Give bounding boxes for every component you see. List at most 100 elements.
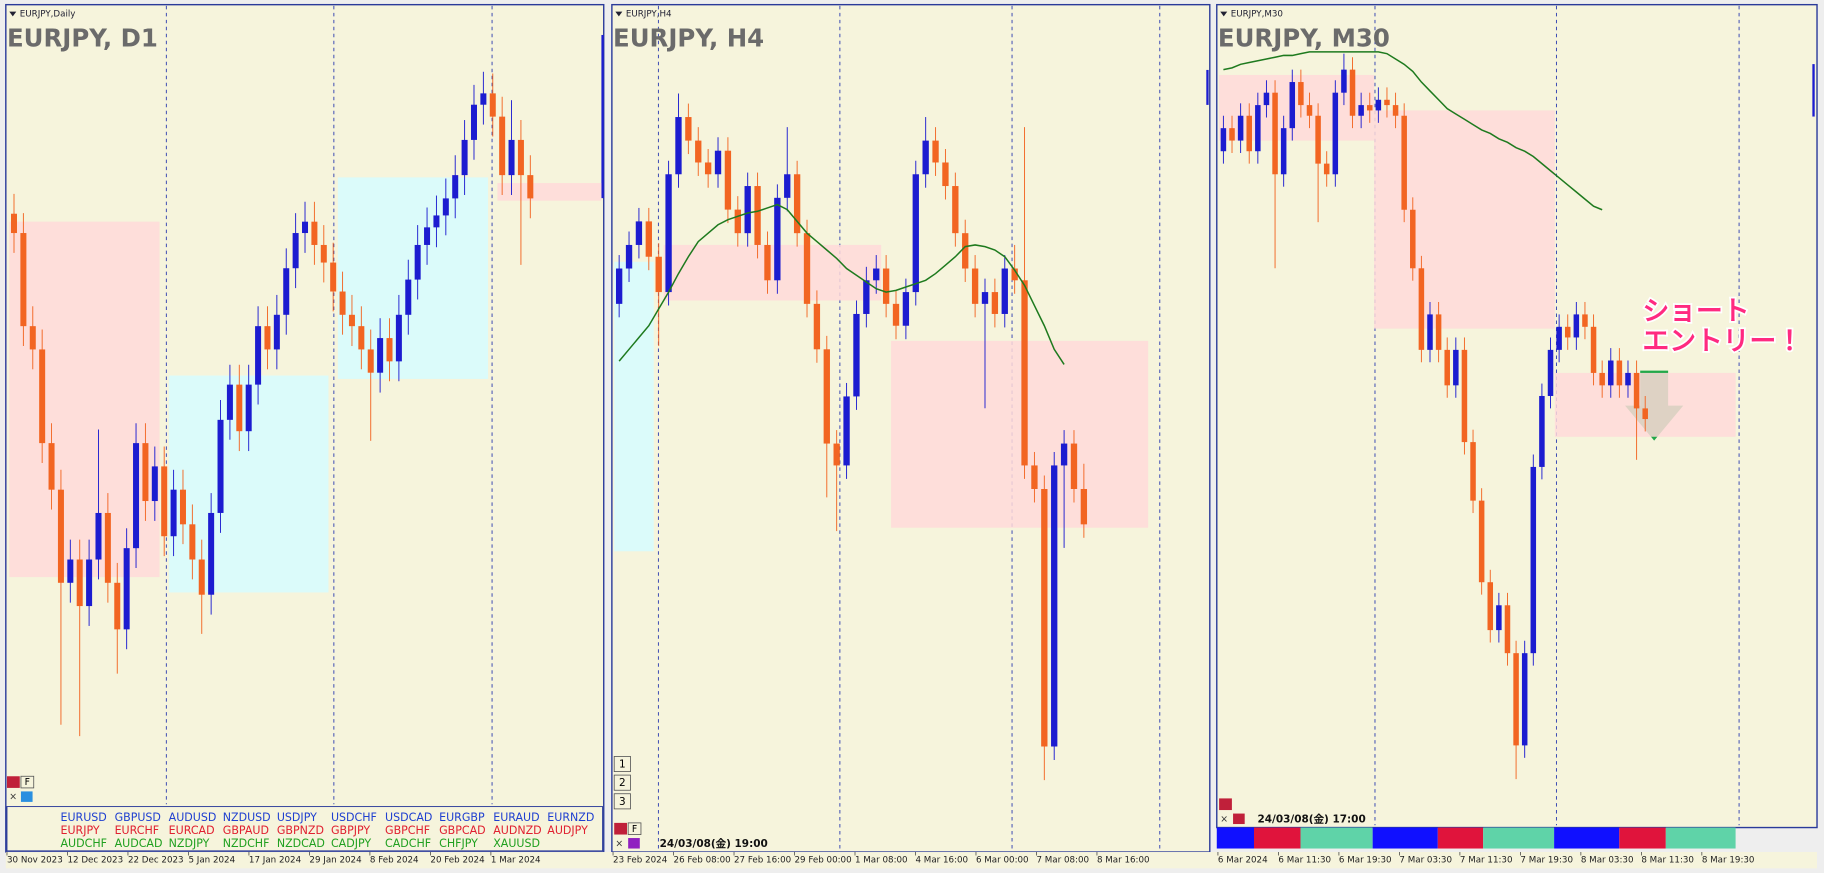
close-icon[interactable]: × <box>9 792 17 803</box>
candle-body <box>873 268 880 281</box>
symbol-link[interactable]: EURCHF <box>115 824 160 837</box>
toggle-button[interactable] <box>1233 813 1245 825</box>
symbol-link[interactable]: CHFJPY <box>439 837 478 850</box>
minimize-button[interactable] <box>1219 798 1232 811</box>
symbol-link[interactable]: NZDCAD <box>277 837 325 850</box>
x-tick-label: 30 Nov 2023 <box>7 856 63 866</box>
symbol-link[interactable]: USDCAD <box>385 811 432 824</box>
symbol-link[interactable]: EURJPY <box>60 824 99 837</box>
minimize-button[interactable] <box>6 776 20 788</box>
button-label[interactable]: 2 <box>619 777 626 789</box>
period-separators <box>165 5 1740 851</box>
symbol-link[interactable]: GBPJPY <box>331 824 370 837</box>
button-label[interactable]: 3 <box>619 796 626 808</box>
symbol-link[interactable]: EURCAD <box>169 824 215 837</box>
symbol-link[interactable]: AUDJPY <box>547 824 588 837</box>
candle-body <box>1001 268 1008 314</box>
symbol-link[interactable]: AUDCAD <box>115 837 163 850</box>
button-1[interactable] <box>613 756 631 773</box>
symbol-link[interactable]: NZDUSD <box>223 811 271 824</box>
symbol-link[interactable]: NZDCHF <box>223 837 270 850</box>
candle-body <box>1401 115 1407 210</box>
candle-body <box>1011 268 1018 281</box>
candle-body <box>635 221 643 245</box>
symbol-link[interactable]: CADJPY <box>331 837 371 850</box>
candle-body <box>114 582 121 630</box>
candle-body <box>480 93 487 105</box>
symbol-link[interactable]: GBPAUD <box>223 824 269 837</box>
candle-body <box>208 512 215 595</box>
bar-segment <box>1216 827 1254 849</box>
symbol-link[interactable]: USDCHF <box>331 811 377 824</box>
candle-body <box>1060 443 1068 466</box>
candle-body <box>508 139 515 176</box>
bar-segment <box>1300 827 1373 849</box>
toggle-button[interactable] <box>20 791 33 802</box>
candle-body <box>1564 326 1571 338</box>
symbol-link[interactable]: EURAUD <box>493 811 539 824</box>
candle-body <box>1418 268 1425 350</box>
candle-body <box>348 314 355 327</box>
button-3[interactable] <box>613 793 631 810</box>
symbol-link[interactable]: EURGBP <box>439 811 485 824</box>
symbol-link[interactable]: USDJPY <box>277 811 317 824</box>
x-tick-label: 12 Dec 2023 <box>67 856 123 866</box>
f-button[interactable] <box>20 775 35 789</box>
f-button[interactable] <box>627 822 642 835</box>
symbol-table <box>6 806 604 852</box>
candle-body <box>386 338 393 362</box>
minimize-button[interactable] <box>614 822 627 835</box>
candle-body <box>675 117 682 175</box>
zone <box>1374 110 1555 329</box>
x-tick-label: 7 Mar 03:30 <box>1399 856 1452 866</box>
x-tick-label: 6 Mar 00:00 <box>976 856 1029 866</box>
f-label[interactable]: F <box>25 777 30 788</box>
button-label[interactable]: 1 <box>619 759 626 771</box>
candle-body <box>981 292 989 304</box>
candle-body <box>104 512 111 583</box>
symbol-link[interactable]: AUDNZD <box>493 824 541 837</box>
moving-average <box>1223 51 1603 211</box>
x-tick-label: 17 Jan 2024 <box>249 856 302 866</box>
candle-body <box>1021 280 1028 466</box>
candle-body <box>320 244 327 263</box>
symbol-link[interactable]: GBPNZD <box>277 824 324 837</box>
candle-body <box>942 162 949 187</box>
chart-header: EURJPY,H4 <box>626 9 672 19</box>
symbol-link[interactable]: NZDJPY <box>169 837 210 850</box>
symbol-link[interactable]: EURUSD <box>60 811 106 824</box>
symbol-link[interactable]: EURNZD <box>547 811 594 824</box>
candle-body <box>1582 314 1588 327</box>
toggle-button[interactable] <box>628 838 640 849</box>
symbol-link[interactable]: GBPUSD <box>115 811 161 824</box>
symbol-link[interactable]: AUDCHF <box>60 837 106 850</box>
x-tick-label: 6 Mar 11:30 <box>1278 856 1331 866</box>
symbol-link[interactable]: GBPCAD <box>439 824 486 837</box>
candle-body <box>283 268 290 315</box>
timestamp: 24/03/08(金) 17:00 <box>1257 812 1365 825</box>
candle-body <box>1041 488 1048 747</box>
symbol-link[interactable]: CADCHF <box>385 837 431 850</box>
candle-body <box>452 175 459 199</box>
close-icon[interactable]: × <box>1220 814 1228 825</box>
candle-body <box>395 314 402 362</box>
symbol-link[interactable]: AUDUSD <box>169 811 217 824</box>
candle-body <box>1616 360 1623 386</box>
candle-body <box>95 512 102 560</box>
button-2[interactable] <box>613 774 631 791</box>
candle-body <box>461 139 468 176</box>
f-label[interactable]: F <box>632 824 637 835</box>
candle-body <box>48 443 55 490</box>
chart-title: EURJPY, M30 <box>1218 24 1390 53</box>
x-tick-label: 22 Dec 2023 <box>128 856 184 866</box>
candle-body <box>1461 349 1468 443</box>
symbol-link[interactable]: XAUUSD <box>493 837 540 850</box>
symbol-link[interactable]: GBPCHF <box>385 824 430 837</box>
candle-body <box>1530 466 1537 654</box>
candle-body <box>1478 500 1485 583</box>
price-edge <box>1206 69 1209 105</box>
close-icon[interactable]: × <box>615 838 623 849</box>
candle-body <box>695 140 702 163</box>
